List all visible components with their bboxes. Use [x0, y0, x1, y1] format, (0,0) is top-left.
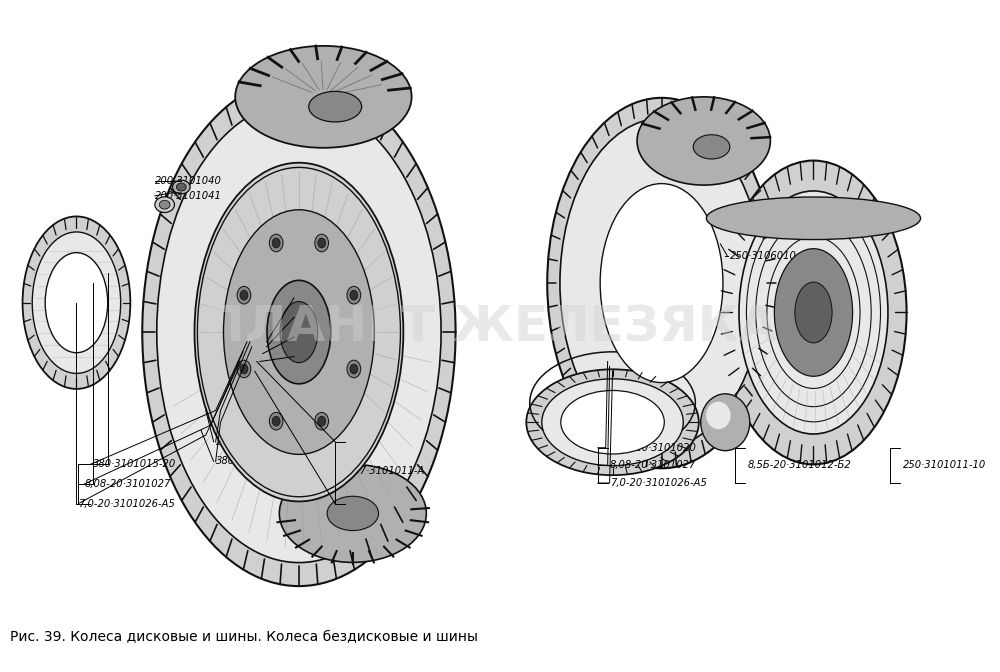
Text: 8,08-20·3101027: 8,08-20·3101027 — [610, 460, 696, 470]
Ellipse shape — [279, 464, 426, 562]
Text: 250·3101011-10: 250·3101011-10 — [903, 460, 986, 470]
Text: 200·3101045: 200·3101045 — [299, 312, 366, 323]
Text: 380·3101012-20: 380·3101012-20 — [216, 456, 299, 466]
Ellipse shape — [269, 413, 283, 430]
Ellipse shape — [238, 341, 252, 353]
Ellipse shape — [157, 101, 441, 562]
Ellipse shape — [318, 238, 326, 248]
Ellipse shape — [315, 234, 329, 252]
Ellipse shape — [318, 416, 326, 426]
Ellipse shape — [774, 249, 853, 376]
Ellipse shape — [272, 416, 280, 426]
Text: 200·3101049: 200·3101049 — [299, 332, 366, 342]
Ellipse shape — [347, 360, 361, 378]
Ellipse shape — [235, 46, 412, 148]
Ellipse shape — [272, 238, 280, 248]
Text: 200·3101041: 200·3101041 — [155, 191, 222, 201]
Text: 250·3106010: 250·3106010 — [730, 251, 797, 261]
Text: 8,5Б-20·3101012-Б2: 8,5Б-20·3101012-Б2 — [748, 460, 852, 470]
Ellipse shape — [327, 496, 379, 531]
Ellipse shape — [254, 329, 266, 337]
Text: 380·3101015-20: 380·3101015-20 — [93, 460, 176, 469]
Ellipse shape — [176, 183, 186, 191]
Ellipse shape — [255, 355, 270, 368]
Ellipse shape — [172, 180, 190, 194]
Ellipse shape — [350, 364, 358, 374]
Ellipse shape — [350, 290, 358, 300]
Ellipse shape — [194, 163, 403, 501]
Ellipse shape — [526, 370, 699, 475]
Text: 7,0-20·3101026-А5: 7,0-20·3101026-А5 — [78, 499, 175, 509]
Ellipse shape — [560, 118, 763, 448]
Ellipse shape — [271, 335, 282, 344]
Ellipse shape — [315, 413, 329, 430]
Ellipse shape — [142, 78, 456, 586]
Ellipse shape — [739, 191, 888, 434]
Ellipse shape — [240, 290, 248, 300]
Ellipse shape — [706, 197, 921, 239]
Ellipse shape — [32, 232, 121, 374]
Ellipse shape — [259, 359, 267, 364]
Ellipse shape — [561, 390, 664, 454]
Ellipse shape — [720, 161, 907, 464]
Ellipse shape — [547, 98, 776, 468]
Ellipse shape — [45, 253, 108, 353]
Text: Рис. 39. Колеса дисковые и шины. Колеса бездисковые и шины: Рис. 39. Колеса дисковые и шины. Колеса … — [10, 630, 478, 644]
Ellipse shape — [600, 183, 723, 382]
Ellipse shape — [542, 379, 683, 466]
Ellipse shape — [706, 402, 731, 429]
Ellipse shape — [693, 134, 730, 159]
Ellipse shape — [267, 280, 331, 384]
Ellipse shape — [280, 302, 318, 363]
Ellipse shape — [241, 344, 249, 349]
Ellipse shape — [240, 364, 248, 374]
Text: 8,08-20·3101027: 8,08-20·3101027 — [84, 479, 171, 489]
Ellipse shape — [237, 360, 251, 378]
Ellipse shape — [23, 216, 130, 389]
Ellipse shape — [347, 286, 361, 304]
Text: 200·3101046: 200·3101046 — [299, 293, 366, 303]
Text: ПЛАНЕТ ЖЕЛЕЗЯКА: ПЛАНЕТ ЖЕЛЕЗЯКА — [203, 303, 777, 351]
Ellipse shape — [223, 210, 374, 454]
Ellipse shape — [701, 394, 750, 451]
Ellipse shape — [237, 286, 251, 304]
Ellipse shape — [795, 282, 832, 343]
Ellipse shape — [269, 234, 283, 252]
Text: 7,0-20·3101026-А5: 7,0-20·3101026-А5 — [610, 478, 706, 488]
Ellipse shape — [637, 97, 770, 185]
Text: 200·3101040: 200·3101040 — [155, 176, 222, 186]
Text: 257·3101011-А: 257·3101011-А — [348, 466, 425, 476]
Text: 200·3101048: 200·3101048 — [299, 351, 366, 362]
Ellipse shape — [155, 197, 174, 212]
Text: 219·3106012: 219·3106012 — [216, 437, 282, 447]
Ellipse shape — [159, 200, 170, 209]
Text: 8,5Б-20·3101020: 8,5Б-20·3101020 — [610, 443, 696, 453]
Ellipse shape — [309, 91, 362, 122]
